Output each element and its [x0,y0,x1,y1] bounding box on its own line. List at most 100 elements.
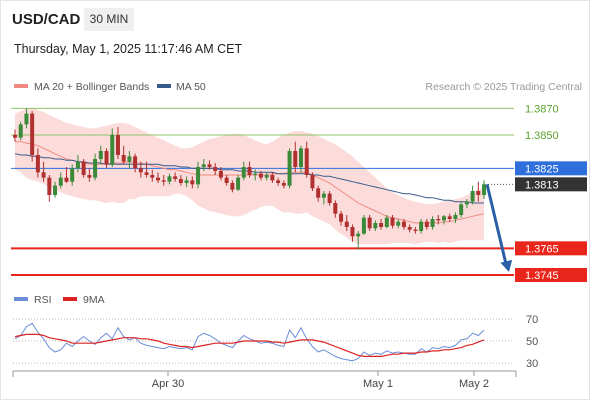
legend-rsi-label: RSI [34,294,52,306]
candle-body [110,135,115,165]
candle [321,191,326,205]
candle [115,127,120,159]
candle-body [127,156,132,162]
candle [121,145,126,165]
candle [390,215,395,229]
candle-body [344,221,349,227]
candle-body [190,180,195,185]
candle-body [293,151,298,167]
candle-body [287,151,292,186]
x-axis-tick-label: Apr 30 [152,378,184,390]
candle-body [476,191,481,195]
candle [339,211,344,226]
legend-ma20-swatch [14,84,28,88]
candle-body [81,161,86,175]
candle [442,215,446,225]
rsi-tick-label: 70 [526,314,538,326]
candle-body [316,188,321,198]
candle-body [241,167,246,178]
candle-body [236,177,241,190]
candle [327,191,332,206]
candle-body [224,177,229,183]
candle-body [264,175,269,178]
candle-body [356,233,361,237]
candle-body [30,113,35,155]
candle-body [459,204,464,215]
candle-body [419,221,424,231]
candle [156,172,160,183]
candle [190,176,195,189]
candle [373,220,378,231]
candle [361,215,366,235]
candle [459,201,464,218]
x-axis-tick-label: May 1 [363,378,393,390]
support-label: 1.3765 [525,243,559,255]
candle-body [184,180,189,183]
candle [224,175,229,186]
rsi-panel: 70 50 30 RSI 9MA [13,294,538,370]
candle-body [310,175,315,189]
candle-body [247,167,252,175]
support-label-box [515,241,587,256]
forecast-arrow-shaft [485,183,508,265]
candle-body [18,124,23,138]
candle-body [339,213,344,222]
candle-body [93,159,98,178]
candle-body [161,180,166,182]
candle-body [299,148,303,167]
candle [81,159,86,178]
candle [218,167,223,181]
candle [384,215,389,229]
candle-body [482,184,487,195]
candle-body [167,176,172,182]
candle-body [270,175,275,181]
timeframe-badge[interactable]: 30 MIN [84,8,134,31]
candle-body [64,177,69,182]
candle [150,169,155,182]
candle-body [104,151,109,165]
candle [407,224,412,233]
candle [281,180,286,189]
rsi-tick-label: 50 [526,336,538,348]
candle [47,175,52,202]
candle-body [24,113,29,125]
last-price-box [515,177,587,192]
legend-ma50-label: MA 50 [176,81,206,93]
candle [447,213,452,222]
candle [53,181,58,198]
rsi-tick-label: 30 [526,358,538,370]
candle [98,145,103,165]
candle-body [156,177,160,181]
candle-body [258,173,263,178]
candle-body [70,168,75,182]
candle-body [133,156,138,169]
candle-body [333,203,338,214]
candle [236,175,241,191]
candle-body [150,175,155,178]
level-labels-layer: 1.3870 1.3850 1.3825 1.3813 1.3765 1.3745 [515,103,587,282]
candle [30,111,35,162]
candle [70,164,75,186]
candle [87,168,92,182]
candle-body [218,171,223,178]
candle [167,173,172,185]
candle-body [253,173,258,175]
candle-body [447,216,452,219]
candle [350,224,355,242]
candle-body [453,215,458,219]
candle-body [367,217,372,229]
candle-body [201,164,206,167]
candle-body [464,201,469,205]
candle-body [373,223,378,229]
candle-body [207,164,212,167]
candle [344,215,349,231]
candle [247,161,252,178]
candle [127,151,132,169]
legend-9ma-swatch [63,297,77,301]
candle [379,219,384,230]
candle-body [75,161,80,169]
resistance-label: 1.3825 [525,163,559,175]
candle-body [321,193,326,198]
candle-body [13,135,17,138]
candle [144,161,149,178]
